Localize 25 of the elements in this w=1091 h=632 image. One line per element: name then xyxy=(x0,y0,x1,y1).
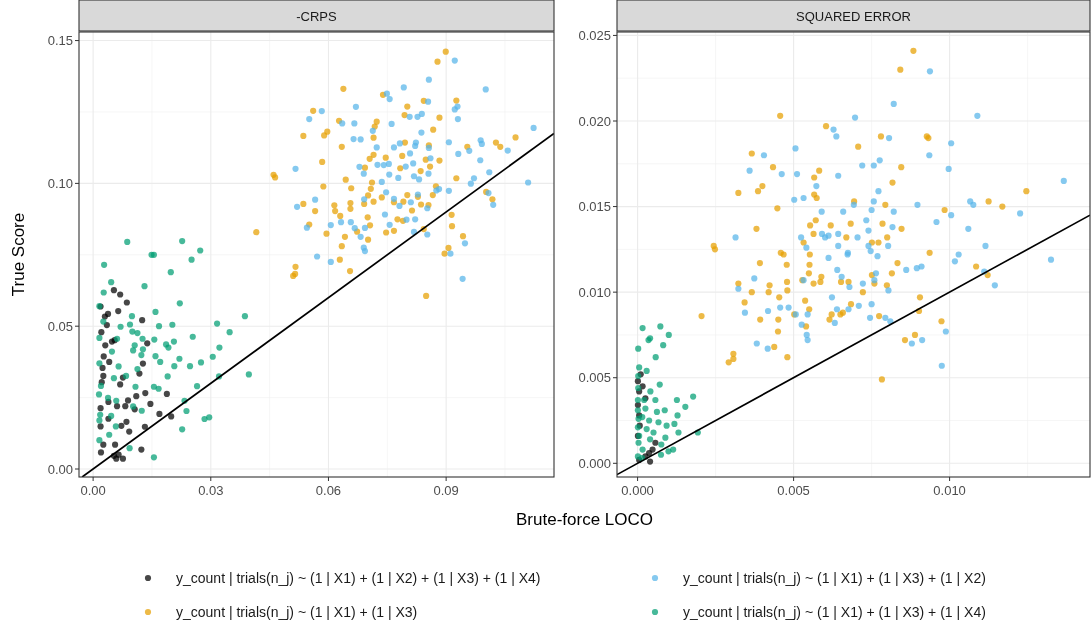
legend-label: y_count | trials(n_j) ~ (1 | X1) + (1 | X3) xyxy=(176,604,418,620)
chart-title: SQUARED ERROR xyxy=(796,8,911,24)
y-axis-title: True Score xyxy=(9,212,28,297)
y-tick-label: 0.025 xyxy=(578,27,611,43)
chart-title: -CRPS xyxy=(296,8,338,24)
legend-label: y_count | trials(n_j) ~ (1 | X1) + (1 | X2) + (1 | X3) + (1 | X4) xyxy=(176,570,541,586)
y-tick-label: 0.10 xyxy=(47,175,73,191)
y-tick-label: 0.010 xyxy=(578,284,611,300)
legend-label: y_count | trials(n_j) ~ (1 | X1) + (1 | X3) + (1 | X4) xyxy=(683,604,986,620)
x-tick-label: 0.03 xyxy=(198,483,224,498)
y-tick-label: 0.005 xyxy=(578,370,611,386)
x-tick-label: 0.06 xyxy=(315,483,342,498)
y-tick-label: 0.000 xyxy=(578,455,611,471)
x-axis-title: Brute-force LOCO xyxy=(516,510,653,529)
y-tick-label: 0.15 xyxy=(47,33,73,49)
y-tick-label: 0.05 xyxy=(47,318,73,334)
x-tick-label: 0.09 xyxy=(433,483,459,498)
x-tick-label: 0.00 xyxy=(80,483,106,498)
legend-label: y_count | trials(n_j) ~ (1 | X1) + (1 | X3) + (1 | X2) xyxy=(683,570,986,586)
y-tick-label: 0.020 xyxy=(578,113,611,129)
y-tick-label: 0.015 xyxy=(578,199,611,215)
y-tick-label: 0.00 xyxy=(47,461,73,477)
x-tick-label: 0.010 xyxy=(933,483,966,498)
x-tick-label: 0.000 xyxy=(621,483,654,498)
x-tick-label: 0.005 xyxy=(777,483,810,498)
